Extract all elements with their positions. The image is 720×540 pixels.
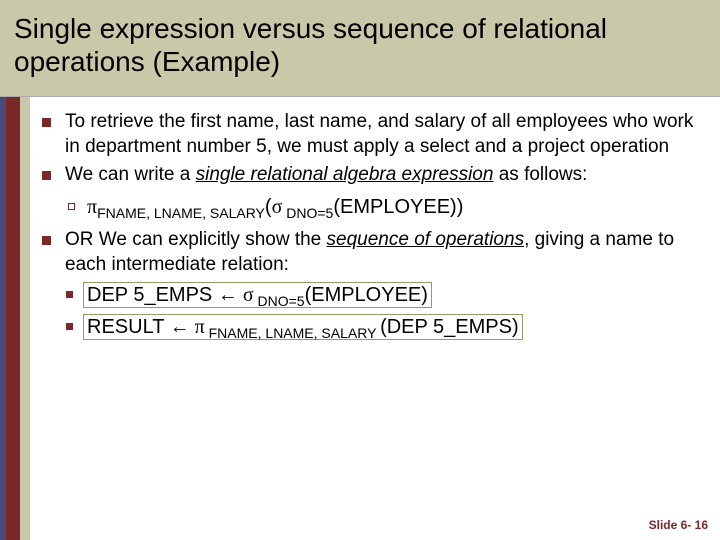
- text-frag: (EMPLOYEE): [305, 284, 428, 306]
- text-frag: (DEP 5_EMPS): [380, 316, 519, 338]
- square-bullet-icon: [66, 291, 73, 298]
- subscript: DNO=5: [254, 293, 305, 309]
- bullet-text: We can write a single relational algebra…: [65, 163, 702, 188]
- slide-title: Single expression versus sequence of rel…: [14, 12, 706, 78]
- side-accent: [0, 97, 30, 540]
- sigma-symbol: σ: [272, 196, 283, 218]
- sub-bullet-item: DEP 5_EMPS ← σ DNO=5(EMPLOYEE): [36, 282, 702, 310]
- formula-text: πFNAME, LNAME, SALARY(σ DNO=5(EMPLOYEE)): [87, 194, 702, 222]
- boxed-expression: DEP 5_EMPS ← σ DNO=5(EMPLOYEE): [83, 282, 432, 308]
- strip-red: [6, 97, 20, 540]
- arrow-symbol: ←: [218, 284, 243, 306]
- pi-symbol: π: [87, 196, 97, 218]
- subscript: FNAME, LNAME, SALARY: [97, 205, 265, 221]
- bullet-item: To retrieve the first name, last name, a…: [36, 110, 702, 159]
- title-bar: Single expression versus sequence of rel…: [0, 0, 720, 97]
- boxed-expression: RESULT ← π FNAME, LNAME, SALARY (DEP 5_E…: [83, 314, 523, 340]
- text-frag: RESULT: [87, 316, 170, 338]
- sigma-symbol: σ: [243, 284, 254, 306]
- slide-number: Slide 6- 16: [649, 518, 708, 532]
- text-frag: as follows:: [493, 164, 587, 185]
- subscript: FNAME, LNAME, SALARY: [205, 325, 380, 341]
- text-frag: DEP 5_EMPS: [87, 284, 218, 306]
- subscript: DNO=5: [282, 205, 333, 221]
- formula-text: DEP 5_EMPS ← σ DNO=5(EMPLOYEE): [83, 282, 702, 310]
- sub-bullet-item: RESULT ← π FNAME, LNAME, SALARY (DEP 5_E…: [36, 314, 702, 342]
- square-bullet-icon: [42, 118, 51, 127]
- text-frag: OR We can explicitly show the: [65, 229, 327, 250]
- bullet-item: OR We can explicitly show the sequence o…: [36, 228, 702, 277]
- strip-tan: [20, 97, 30, 540]
- slide-body: To retrieve the first name, last name, a…: [36, 110, 702, 346]
- text-frag: (EMPLOYEE)): [333, 196, 463, 218]
- square-bullet-icon: [42, 171, 51, 180]
- text-frag: (: [265, 196, 272, 218]
- square-bullet-icon: [66, 323, 73, 330]
- sub-bullet-item: πFNAME, LNAME, SALARY(σ DNO=5(EMPLOYEE)): [36, 194, 702, 222]
- bullet-text: To retrieve the first name, last name, a…: [65, 110, 702, 159]
- text-frag: We can write a: [65, 164, 196, 185]
- arrow-symbol: ←: [170, 316, 195, 338]
- emph-text: sequence of operations: [327, 229, 525, 250]
- bullet-text: OR We can explicitly show the sequence o…: [65, 228, 702, 277]
- hollow-bullet-icon: [68, 203, 75, 210]
- emph-text: single relational algebra expression: [196, 164, 494, 185]
- bullet-item: We can write a single relational algebra…: [36, 163, 702, 188]
- square-bullet-icon: [42, 236, 51, 245]
- formula-text: RESULT ← π FNAME, LNAME, SALARY (DEP 5_E…: [83, 314, 702, 342]
- pi-symbol: π: [195, 316, 205, 338]
